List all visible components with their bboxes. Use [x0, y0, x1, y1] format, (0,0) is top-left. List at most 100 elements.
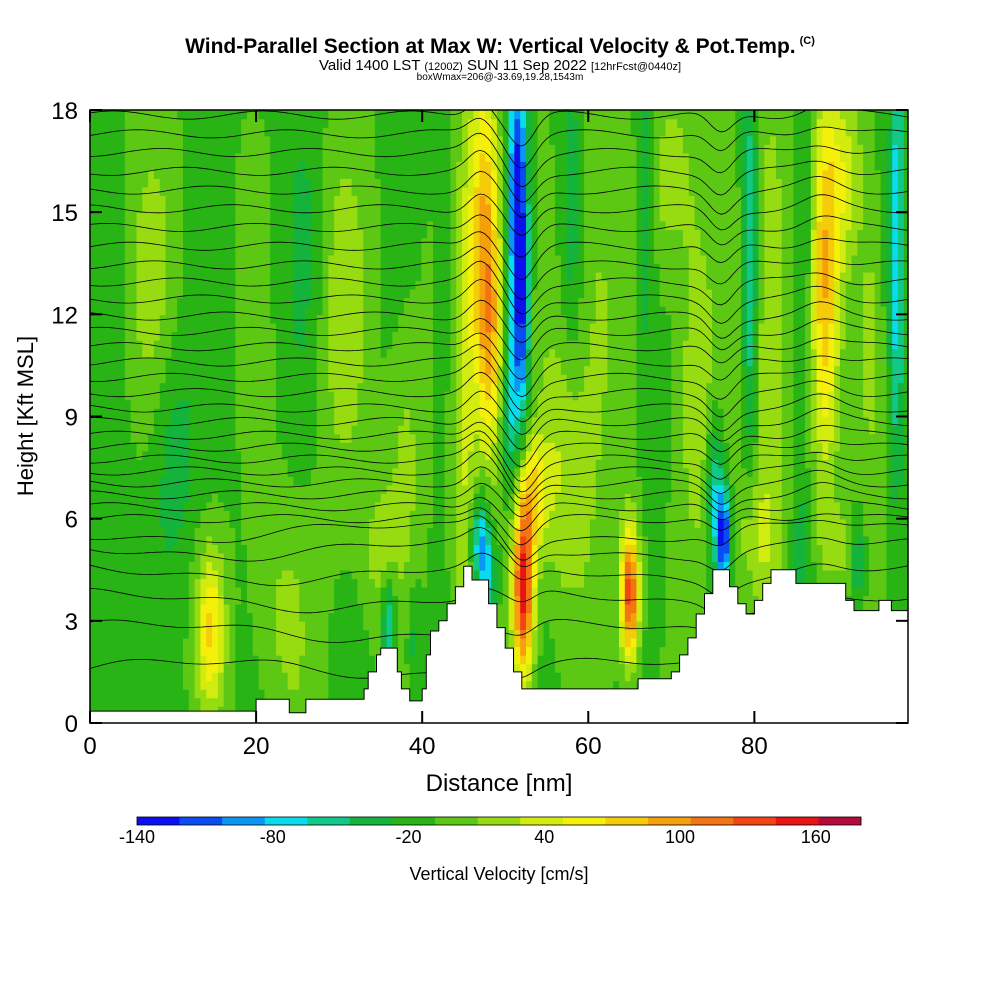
field-cell	[456, 169, 463, 179]
field-cell	[241, 195, 248, 205]
field-cell	[485, 212, 492, 222]
field-cell	[287, 688, 295, 699]
field-cell	[153, 688, 161, 699]
field-cell	[491, 595, 498, 605]
field-cell	[450, 161, 458, 171]
field-cell	[363, 203, 370, 213]
field-cell	[334, 339, 341, 350]
field-cell	[374, 339, 382, 350]
field-cell	[305, 152, 312, 162]
field-cell	[153, 501, 161, 511]
field-cell	[485, 144, 492, 154]
field-cell	[107, 331, 115, 341]
field-cell	[438, 586, 446, 597]
field-cell	[200, 561, 208, 571]
field-cell	[345, 586, 353, 597]
field-cell	[246, 688, 254, 699]
field-cell	[345, 484, 353, 494]
field-cell	[427, 459, 434, 469]
field-cell	[217, 493, 225, 503]
field-cell	[473, 229, 481, 239]
field-cell	[369, 203, 376, 213]
field-cell	[322, 671, 330, 682]
field-cell	[293, 433, 301, 443]
field-cell	[119, 407, 126, 418]
field-cell	[206, 135, 213, 145]
field-cell	[264, 416, 272, 426]
field-cell	[403, 237, 411, 248]
field-cell	[363, 220, 370, 230]
field-cell	[363, 280, 370, 290]
field-cell	[310, 314, 318, 324]
field-cell	[305, 280, 312, 290]
field-cell	[276, 331, 283, 341]
field-cell	[171, 586, 178, 597]
field-cell	[217, 510, 225, 520]
field-cell	[427, 535, 434, 545]
field-cell	[357, 663, 365, 673]
field-cell	[369, 552, 376, 563]
field-cell	[270, 118, 277, 128]
field-cell	[357, 476, 365, 486]
field-cell	[328, 476, 335, 486]
field-cell	[101, 254, 109, 265]
field-cell	[252, 390, 260, 401]
field-cell	[409, 688, 417, 699]
field-cell	[299, 603, 306, 614]
field-cell	[101, 501, 109, 511]
field-cell	[241, 586, 248, 597]
field-cell	[310, 178, 318, 188]
field-cell	[450, 220, 458, 230]
field-cell	[357, 373, 365, 384]
field-cell	[241, 433, 248, 443]
field-cell	[95, 501, 103, 511]
field-cell	[351, 527, 359, 537]
field-cell	[479, 561, 487, 571]
field-cell	[246, 476, 254, 486]
field-cell	[357, 152, 365, 162]
field-cell	[229, 127, 237, 137]
field-cell	[328, 629, 335, 639]
field-cell	[95, 629, 103, 639]
field-cell	[119, 305, 126, 316]
field-cell	[409, 569, 417, 580]
field-cell	[223, 595, 231, 605]
field-cell	[142, 382, 149, 392]
field-cell	[270, 595, 277, 605]
field-cell	[305, 356, 312, 367]
field-cell	[159, 399, 167, 409]
field-cell	[148, 212, 155, 222]
field-cell	[287, 450, 295, 460]
field-cell	[206, 339, 213, 350]
field-cell	[444, 595, 452, 605]
field-cell	[293, 390, 301, 401]
field-cell	[153, 365, 161, 375]
field-cell	[183, 314, 190, 324]
field-cell	[159, 501, 167, 511]
field-cell	[188, 637, 196, 648]
field-cell	[403, 433, 411, 443]
field-cell	[322, 467, 330, 477]
field-cell	[148, 561, 155, 571]
field-cell	[217, 178, 225, 188]
field-cell	[171, 169, 178, 179]
field-cell	[403, 280, 411, 290]
field-cell	[403, 671, 411, 682]
field-cell	[183, 127, 190, 137]
field-cell	[485, 390, 492, 401]
field-cell	[258, 280, 266, 290]
field-cell	[398, 459, 405, 469]
field-cell	[305, 110, 312, 120]
field-cell	[188, 203, 196, 213]
field-cell	[357, 322, 365, 333]
field-cell	[95, 578, 103, 588]
field-cell	[299, 288, 306, 299]
field-cell	[409, 407, 417, 418]
field-cell	[287, 433, 295, 443]
field-cell	[252, 612, 260, 622]
field-cell	[95, 569, 103, 580]
field-cell	[153, 373, 161, 384]
field-cell	[270, 535, 277, 545]
field-cell	[241, 331, 248, 341]
field-cell	[415, 203, 423, 213]
